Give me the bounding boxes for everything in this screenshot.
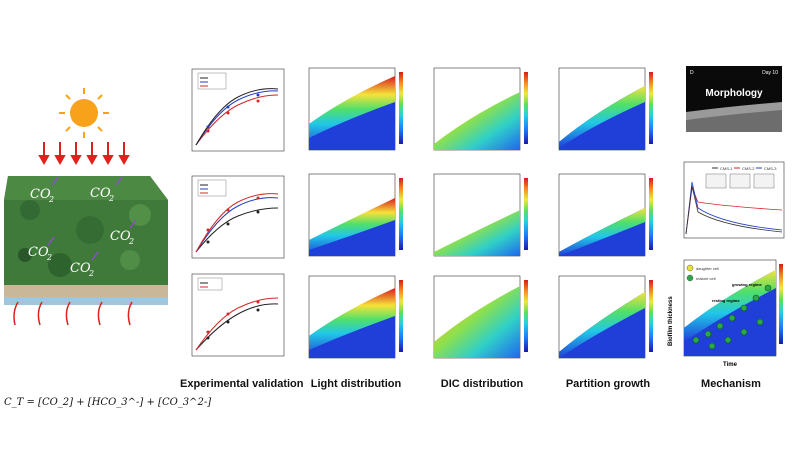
label-growing: growing regime bbox=[732, 282, 763, 287]
svg-text:2: 2 bbox=[128, 237, 134, 246]
sun-icon bbox=[59, 88, 109, 138]
legend-daughter: daughter cell bbox=[696, 266, 719, 271]
caption-light: Light distribution bbox=[310, 378, 402, 390]
morphology-corner-left: D bbox=[690, 70, 694, 76]
co2-label: CO bbox=[70, 261, 91, 276]
legend-cms3: CMS-3 bbox=[764, 166, 777, 171]
legend-cms1: CMS-1 bbox=[720, 166, 733, 171]
svg-text:2: 2 bbox=[88, 269, 94, 278]
svg-text:2: 2 bbox=[48, 195, 54, 204]
caption-partition: Partition growth bbox=[565, 378, 651, 390]
svg-text:2: 2 bbox=[108, 194, 114, 203]
co2-label: CO bbox=[90, 186, 111, 201]
legend-cms2: CMS-2 bbox=[742, 166, 755, 171]
morphology-corner-right: Day 10 bbox=[762, 70, 778, 76]
mech-ylabel-wrap: Biofilm thickness bbox=[668, 276, 678, 346]
label-resting: resting regime bbox=[712, 298, 740, 303]
left-illustration: CO2 CO2 CO2 CO2 CO2 bbox=[4, 88, 168, 326]
mechanism-diagram: daughter cell mature cell growing regime… bbox=[683, 259, 783, 368]
cms-plot: CMS-1 CMS-2 CMS-3 bbox=[683, 161, 785, 239]
uptake-arrows bbox=[13, 301, 133, 326]
light-arrows bbox=[38, 142, 130, 166]
light-heatmap-2 bbox=[308, 173, 403, 257]
partition-heatmap-1 bbox=[558, 67, 653, 151]
legend-mature: mature cell bbox=[696, 276, 716, 281]
biofilm-block bbox=[4, 176, 168, 305]
partition-heatmap-3 bbox=[558, 275, 653, 359]
dic-heatmap-1 bbox=[433, 67, 528, 151]
light-heatmap-3 bbox=[308, 275, 403, 359]
co2-labels: CO2 CO2 CO2 CO2 CO2 bbox=[28, 186, 134, 278]
dic-heatmap-3 bbox=[433, 275, 528, 359]
co2-label: CO bbox=[110, 229, 131, 244]
mechanism-legend bbox=[686, 264, 694, 282]
morphology-image: Morphology D Day 10 bbox=[686, 66, 782, 132]
light-heatmap-1 bbox=[308, 67, 403, 151]
co2-arrows bbox=[47, 176, 137, 261]
caption-dic: DIC distribution bbox=[440, 378, 524, 390]
exp-plot-2 bbox=[191, 175, 285, 259]
carbon-formula: C_T = [CO_2] + [HCO_3^-] + [CO_3^2-] bbox=[4, 397, 211, 408]
dic-heatmap-2 bbox=[433, 173, 528, 257]
exp-plot-1 bbox=[191, 68, 285, 152]
co2-label: CO bbox=[30, 187, 51, 202]
morphology-label: Morphology bbox=[705, 88, 763, 99]
partition-heatmap-2 bbox=[558, 173, 653, 257]
mech-xlabel: Time bbox=[723, 362, 738, 368]
svg-text:2: 2 bbox=[46, 253, 52, 262]
caption-mechanism: Mechanism bbox=[701, 378, 761, 390]
co2-label: CO bbox=[28, 245, 49, 260]
caption-experimental: Experimental validation bbox=[180, 378, 304, 390]
cms-legend: CMS-1 CMS-2 CMS-3 bbox=[712, 166, 777, 171]
exp-plot-3 bbox=[191, 273, 285, 357]
mech-ylabel: Biofilm thickness bbox=[668, 296, 674, 346]
formula-text: C_T = [CO_2] + [HCO_3^-] + [CO_3^2-] bbox=[4, 397, 212, 408]
